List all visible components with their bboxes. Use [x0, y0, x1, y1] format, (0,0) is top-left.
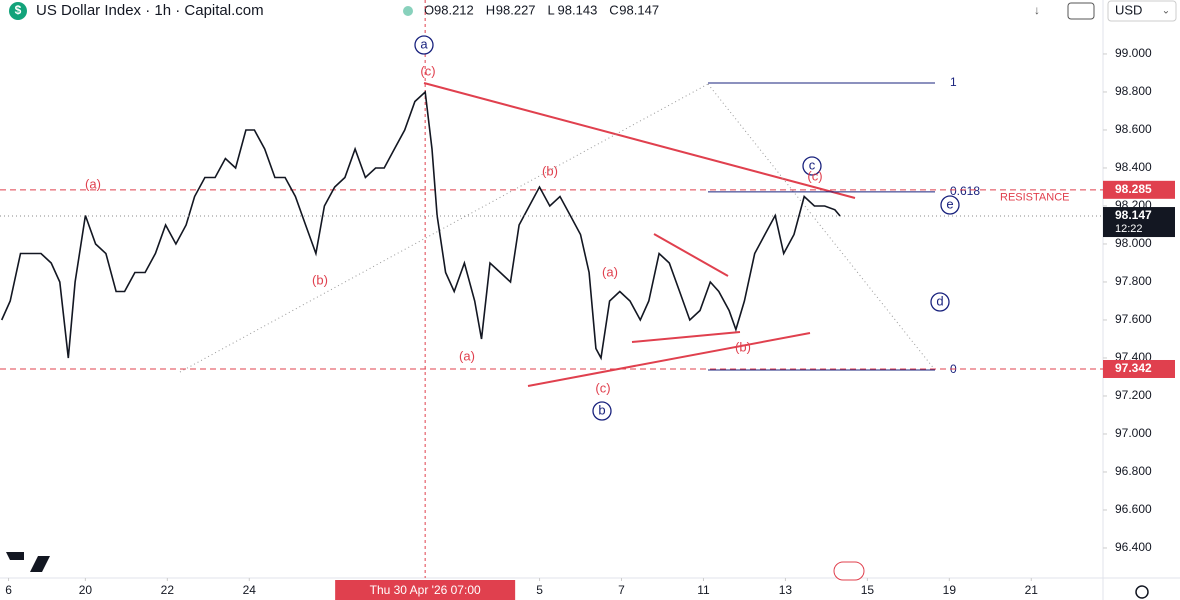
wave-label: d — [936, 293, 943, 308]
ohlc-value: 98.143 — [558, 2, 598, 17]
wave-label: (a) — [85, 176, 101, 191]
x-tick-label: 20 — [79, 583, 93, 597]
y-tick-label: 96.400 — [1115, 540, 1152, 554]
level-label: 98.285 — [1115, 182, 1152, 196]
ohlc-value: 98.212 — [434, 2, 474, 17]
x-tick-label: 21 — [1025, 583, 1039, 597]
drawings — [179, 82, 936, 387]
x-tick-label: 19 — [943, 583, 957, 597]
x-tick-label: 15 — [861, 583, 875, 597]
wave-label: (c) — [595, 380, 610, 395]
bar-timer: 12:22 — [1115, 223, 1143, 235]
y-tick-label: 96.800 — [1115, 464, 1152, 478]
wave-label: c — [809, 157, 816, 172]
tv-logo — [6, 552, 50, 572]
dropdown-arrow: ⌄ — [1162, 6, 1170, 17]
settings-button[interactable] — [1135, 585, 1149, 599]
trend-line — [423, 82, 856, 199]
crosshair-label: Thu 30 Apr '26 07:00 — [370, 583, 481, 597]
wave-circle — [940, 195, 960, 215]
wave-label: (a) — [602, 264, 618, 279]
ohlc-key: O — [424, 2, 434, 17]
x-tick-label: 24 — [243, 583, 257, 597]
wave-label: b — [598, 402, 605, 417]
wave-label: (b) — [542, 163, 558, 178]
crosshair-label-box — [335, 580, 516, 600]
trend-line — [527, 332, 811, 387]
ohlc-key: C — [609, 2, 618, 17]
level-label: 97.342 — [1115, 361, 1152, 375]
x-tick-label: 7 — [618, 583, 625, 597]
wave-label: (b) — [312, 272, 328, 287]
wave-label: (a) — [459, 348, 475, 363]
wave-label: (b) — [735, 339, 751, 354]
download-button[interactable] — [1022, 0, 1052, 22]
level-label-box — [1103, 180, 1175, 199]
status-dot — [403, 6, 413, 16]
ohlc-value: 98.147 — [619, 2, 659, 17]
wave-label: (c) — [807, 168, 822, 183]
y-tick-label: 96.600 — [1115, 502, 1152, 516]
y-tick-label: 98.000 — [1115, 236, 1152, 250]
event-icon[interactable] — [833, 561, 865, 581]
chart-title: US Dollar Index · 1h · Capital.com — [36, 2, 264, 19]
wave-label: (c) — [420, 63, 435, 78]
symbol-logo — [9, 2, 27, 20]
y-tick-label: 97.800 — [1115, 274, 1152, 288]
last-price-box — [1103, 207, 1175, 238]
fib-label: 1 — [950, 75, 957, 89]
x-tick-label: 22 — [161, 583, 175, 597]
y-tick-label: 98.600 — [1115, 122, 1152, 136]
trend-line — [631, 331, 741, 343]
resistance-label: RESISTANCE — [1000, 192, 1069, 204]
download-icon: ↓ — [1034, 3, 1040, 17]
last-price-label: 98.147 — [1115, 208, 1152, 222]
fullscreen-button[interactable] — [1067, 2, 1095, 20]
ohlc-value: 98.227 — [496, 2, 536, 17]
y-tick-label: 99.000 — [1115, 46, 1152, 60]
wave-label: e — [946, 196, 953, 211]
x-tick-label: 13 — [779, 583, 793, 597]
y-tick-label: 98.800 — [1115, 84, 1152, 98]
level-label-box — [1103, 359, 1175, 378]
y-tick-label: 97.600 — [1115, 312, 1152, 326]
fib-diagonal — [179, 83, 709, 373]
wave-circle — [414, 35, 434, 55]
price-line — [0, 90, 841, 361]
ohlc-key: L — [548, 2, 555, 17]
trend-line — [653, 233, 729, 277]
wave-circle — [930, 292, 950, 312]
fib-diagonal — [707, 83, 936, 371]
wave-label: a — [420, 36, 428, 51]
wave-circle — [802, 156, 822, 176]
x-tick-label: 5 — [536, 583, 543, 597]
x-tick-label: 6 — [5, 583, 12, 597]
currency: USD — [1115, 2, 1142, 17]
logo-letter: $ — [15, 3, 22, 17]
wave-circle — [592, 401, 612, 421]
y-tick-label: 97.200 — [1115, 388, 1152, 402]
ohlc: O 98.212 H 98.227 L 98.143 C 98.147 — [424, 2, 659, 17]
y-tick-label: 98.400 — [1115, 160, 1152, 174]
currency-dropdown[interactable] — [1107, 0, 1177, 22]
x-tick-label: 11 — [697, 583, 710, 597]
fib-label: 0.618 — [950, 184, 980, 198]
ohlc-key: H — [486, 2, 495, 17]
y-tick-label: 97.000 — [1115, 426, 1152, 440]
